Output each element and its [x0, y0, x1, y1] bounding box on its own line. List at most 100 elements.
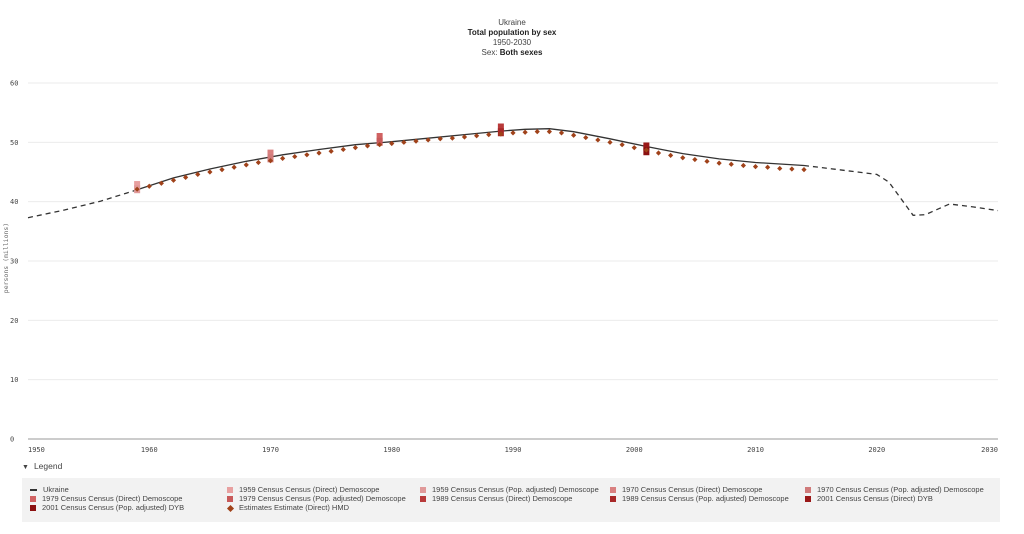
estimate-point	[571, 132, 577, 138]
estimate-point	[680, 155, 686, 161]
legend-square-swatch	[610, 487, 616, 494]
legend-item[interactable]: 1959 Census Census (Direct) Demoscope	[227, 485, 379, 494]
legend-square-swatch	[30, 496, 36, 503]
legend-square-swatch	[227, 496, 233, 503]
estimate-point	[801, 167, 807, 173]
legend-item-label: 1979 Census Census (Direct) Demoscope	[42, 494, 183, 503]
legend-item[interactable]: 1979 Census Census (Direct) Demoscope	[30, 494, 182, 503]
estimate-point	[461, 134, 468, 140]
y-axis-label: persons (millions)	[2, 223, 10, 293]
estimate-point	[231, 164, 237, 170]
legend-square-swatch	[610, 496, 616, 503]
legend-toggle[interactable]: ▼ Legend	[22, 461, 62, 471]
x-tick-label: 2010	[747, 446, 764, 454]
estimate-point	[401, 139, 407, 145]
x-tick-label: 1960	[141, 446, 158, 454]
estimate-point	[668, 152, 674, 158]
chart-period: 1950-2030	[492, 38, 532, 47]
legend-square-swatch	[420, 496, 426, 503]
chart-filter: Sex: Both sexes	[0, 48, 1024, 58]
legend-item-label: 1970 Census Census (Direct) Demoscope	[622, 485, 763, 494]
estimate-point	[158, 180, 164, 186]
ukraine-series-line	[136, 128, 805, 191]
chart-subtitle: Total population by sex	[467, 28, 557, 37]
estimate-point	[195, 171, 201, 177]
chart-filter-value: Both sexes	[499, 48, 543, 57]
legend-item[interactable]: 1970 Census Census (Direct) Demoscope	[610, 485, 762, 494]
legend-panel: Ukraine 1959 Census Census (Direct) Demos…	[22, 478, 1000, 522]
estimate-point	[692, 156, 698, 163]
estimate-point	[789, 166, 795, 172]
estimate-point	[728, 161, 734, 167]
series-lines	[27, 128, 999, 219]
grid-lines	[28, 82, 998, 381]
legend-item[interactable]: 2001 Census Census (Pop. adjusted) DYB	[30, 503, 184, 512]
y-tick-label: 60	[10, 80, 18, 88]
y-tick-label: 40	[10, 198, 18, 206]
estimate-point	[389, 140, 395, 147]
legend-item-label: 1979 Census Census (Pop. adjusted) Demos…	[239, 494, 406, 503]
estimate-point	[267, 158, 274, 164]
legend-item[interactable]: 1959 Census Census (Pop. adjusted) Demos…	[420, 485, 599, 494]
legend-line-swatch	[30, 489, 37, 492]
estimate-point	[643, 147, 649, 153]
y-tick-label: 0	[10, 436, 14, 444]
legend-item-label: Estimates Estimate (Direct) HMD	[239, 503, 350, 512]
census-marker	[134, 181, 141, 190]
census-markers	[134, 123, 650, 194]
estimate-point	[740, 162, 746, 169]
x-tick-label: 2020	[868, 446, 885, 454]
census-marker	[376, 132, 383, 141]
estimate-point	[765, 164, 771, 170]
legend-item-label: 1989 Census Census (Direct) Demoscope	[432, 494, 573, 503]
y-tick-label: 50	[10, 139, 18, 147]
estimate-point	[328, 148, 334, 154]
legend-item[interactable]: 1989 Census Census (Direct) Demoscope	[420, 494, 572, 503]
legend-item[interactable]: 1970 Census Census (Pop. adjusted) Demos…	[805, 485, 984, 494]
estimate-point	[716, 160, 722, 166]
legend-item-label: 1959 Census Census (Direct) Demoscope	[239, 485, 380, 494]
projection-line	[803, 164, 999, 216]
estimate-point	[619, 142, 625, 148]
legend-item[interactable]: 2001 Census Census (Direct) DYB	[805, 494, 933, 503]
x-tick-label: 2030	[981, 446, 998, 454]
estimate-point	[474, 133, 480, 139]
estimate-point	[352, 145, 358, 151]
census-marker	[267, 149, 274, 158]
estimate-point	[207, 169, 213, 175]
x-tick-label: 1980	[383, 446, 400, 454]
x-tick-label: 1970	[262, 446, 279, 454]
legend-item[interactable]: 1979 Census Census (Pop. adjusted) Demos…	[227, 494, 406, 503]
legend-square-swatch	[227, 487, 233, 494]
y-tick-label: 30	[10, 258, 18, 266]
estimate-markers	[134, 129, 807, 192]
estimate-point	[280, 155, 286, 161]
x-tick-label: 2000	[626, 446, 643, 454]
estimate-point	[437, 136, 443, 142]
y-tick-label: 20	[10, 317, 18, 325]
legend-item[interactable]: 1989 Census Census (Pop. adjusted) Demos…	[610, 494, 789, 503]
estimate-point	[583, 134, 589, 141]
estimate-point	[704, 158, 710, 164]
legend-item[interactable]: Estimates Estimate (Direct) HMD	[226, 503, 350, 512]
estimate-point	[134, 186, 140, 192]
estimate-point	[170, 177, 177, 183]
estimate-point	[486, 132, 492, 138]
legend-diamond-swatch	[226, 504, 235, 512]
estimate-point	[752, 164, 759, 170]
estimate-point	[449, 135, 455, 141]
legend-item[interactable]: Ukraine	[30, 485, 69, 494]
chart-title-block: Ukraine Total population by sex 1950-203…	[0, 18, 1024, 58]
chart-title: Ukraine	[498, 18, 526, 27]
estimate-point	[607, 139, 613, 145]
estimate-point	[498, 131, 504, 137]
estimate-point	[243, 162, 249, 168]
estimate-point	[292, 153, 298, 160]
estimate-point	[219, 167, 225, 173]
estimate-point	[413, 138, 419, 144]
estimate-point	[510, 130, 516, 136]
legend-item-label: 2001 Census Census (Pop. adjusted) DYB	[42, 503, 185, 512]
census-marker	[497, 123, 504, 132]
